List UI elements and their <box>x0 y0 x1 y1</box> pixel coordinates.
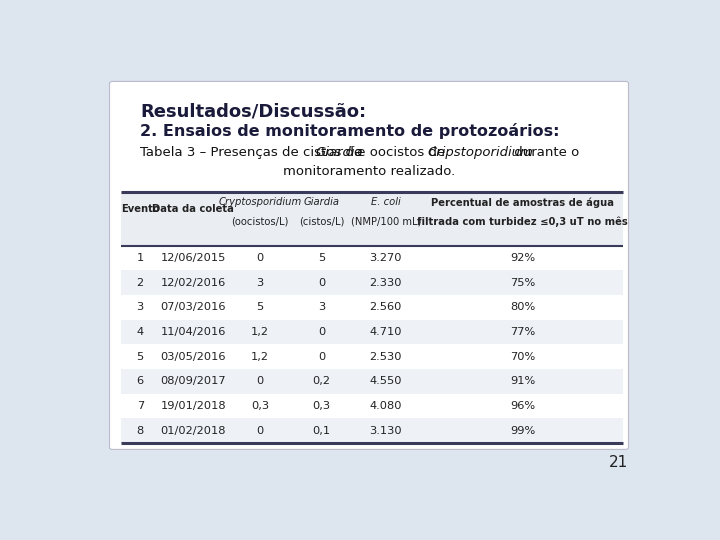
Text: 0,3: 0,3 <box>312 401 330 411</box>
Text: Percentual de amostras de água: Percentual de amostras de água <box>431 197 614 207</box>
Text: 3.270: 3.270 <box>369 253 402 263</box>
Text: 19/01/2018: 19/01/2018 <box>161 401 226 411</box>
Text: E. coli: E. coli <box>371 197 400 207</box>
Text: Cripstoporidium: Cripstoporidium <box>428 146 534 159</box>
Text: 96%: 96% <box>510 401 535 411</box>
Text: 4.710: 4.710 <box>369 327 402 337</box>
Text: 4: 4 <box>137 327 144 337</box>
Text: 80%: 80% <box>510 302 535 313</box>
Text: durante o: durante o <box>510 146 579 159</box>
Text: Evento: Evento <box>121 205 160 214</box>
Text: 0: 0 <box>256 426 264 436</box>
Text: 12/02/2016: 12/02/2016 <box>161 278 226 288</box>
Text: 0: 0 <box>256 253 264 263</box>
Bar <box>121 192 623 246</box>
Text: 2.330: 2.330 <box>369 278 402 288</box>
Text: 3: 3 <box>256 278 264 288</box>
Text: 11/04/2016: 11/04/2016 <box>161 327 226 337</box>
Text: 4.080: 4.080 <box>369 401 402 411</box>
Bar <box>121 320 623 345</box>
Text: 1,2: 1,2 <box>251 327 269 337</box>
Text: 4.550: 4.550 <box>369 376 402 387</box>
Text: (NMP/100 mL): (NMP/100 mL) <box>351 217 421 227</box>
Text: Giardia: Giardia <box>316 146 364 159</box>
Text: 91%: 91% <box>510 376 535 387</box>
Text: 99%: 99% <box>510 426 535 436</box>
Text: 0,2: 0,2 <box>312 376 330 387</box>
Text: Cryptosporidium: Cryptosporidium <box>219 197 302 207</box>
FancyBboxPatch shape <box>109 82 629 449</box>
Text: 0: 0 <box>318 327 325 337</box>
Text: 0: 0 <box>318 352 325 362</box>
Text: 0: 0 <box>318 278 325 288</box>
Text: 0: 0 <box>256 376 264 387</box>
Text: Tabela 3 – Presenças de cistos de: Tabela 3 – Presenças de cistos de <box>140 146 366 159</box>
Text: 2.560: 2.560 <box>369 302 402 313</box>
Text: 2. Ensaios de monitoramento de protozoários:: 2. Ensaios de monitoramento de protozoár… <box>140 123 559 139</box>
Text: 70%: 70% <box>510 352 535 362</box>
Text: 0,3: 0,3 <box>251 401 269 411</box>
Bar <box>121 295 623 320</box>
Text: Resultados/Discussão:: Resultados/Discussão: <box>140 102 366 120</box>
Text: 7: 7 <box>137 401 144 411</box>
Text: 3: 3 <box>137 302 144 313</box>
Text: 1: 1 <box>137 253 144 263</box>
Text: 75%: 75% <box>510 278 535 288</box>
Bar <box>121 271 623 295</box>
Text: 3: 3 <box>318 302 325 313</box>
Text: monitoramento realizado.: monitoramento realizado. <box>283 165 455 178</box>
Text: 0,1: 0,1 <box>312 426 330 436</box>
Text: 2: 2 <box>137 278 144 288</box>
Text: 77%: 77% <box>510 327 535 337</box>
Text: 5: 5 <box>256 302 264 313</box>
Text: 3.130: 3.130 <box>369 426 402 436</box>
Text: 08/09/2017: 08/09/2017 <box>161 376 226 387</box>
Bar <box>121 369 623 394</box>
Text: 5: 5 <box>137 352 144 362</box>
Text: 2.530: 2.530 <box>369 352 402 362</box>
Text: 21: 21 <box>609 455 629 470</box>
Bar <box>121 418 623 443</box>
Text: 92%: 92% <box>510 253 535 263</box>
Text: Data da coleta: Data da coleta <box>153 205 234 214</box>
Bar <box>121 394 623 418</box>
Text: (cistos/L): (cistos/L) <box>299 217 344 227</box>
Text: 07/03/2016: 07/03/2016 <box>161 302 226 313</box>
Text: 1,2: 1,2 <box>251 352 269 362</box>
Text: filtrada com turbidez ≤0,3 uT no mês: filtrada com turbidez ≤0,3 uT no mês <box>417 217 628 227</box>
Bar <box>121 246 623 271</box>
Text: 5: 5 <box>318 253 325 263</box>
Text: 6: 6 <box>137 376 144 387</box>
Text: 03/05/2016: 03/05/2016 <box>161 352 226 362</box>
Text: e oocistos de: e oocistos de <box>353 146 449 159</box>
Text: 12/06/2015: 12/06/2015 <box>161 253 226 263</box>
Text: 8: 8 <box>137 426 144 436</box>
Text: 01/02/2018: 01/02/2018 <box>161 426 226 436</box>
Bar <box>121 345 623 369</box>
Text: (oocistos/L): (oocistos/L) <box>232 217 289 227</box>
Text: Giardia: Giardia <box>304 197 340 207</box>
